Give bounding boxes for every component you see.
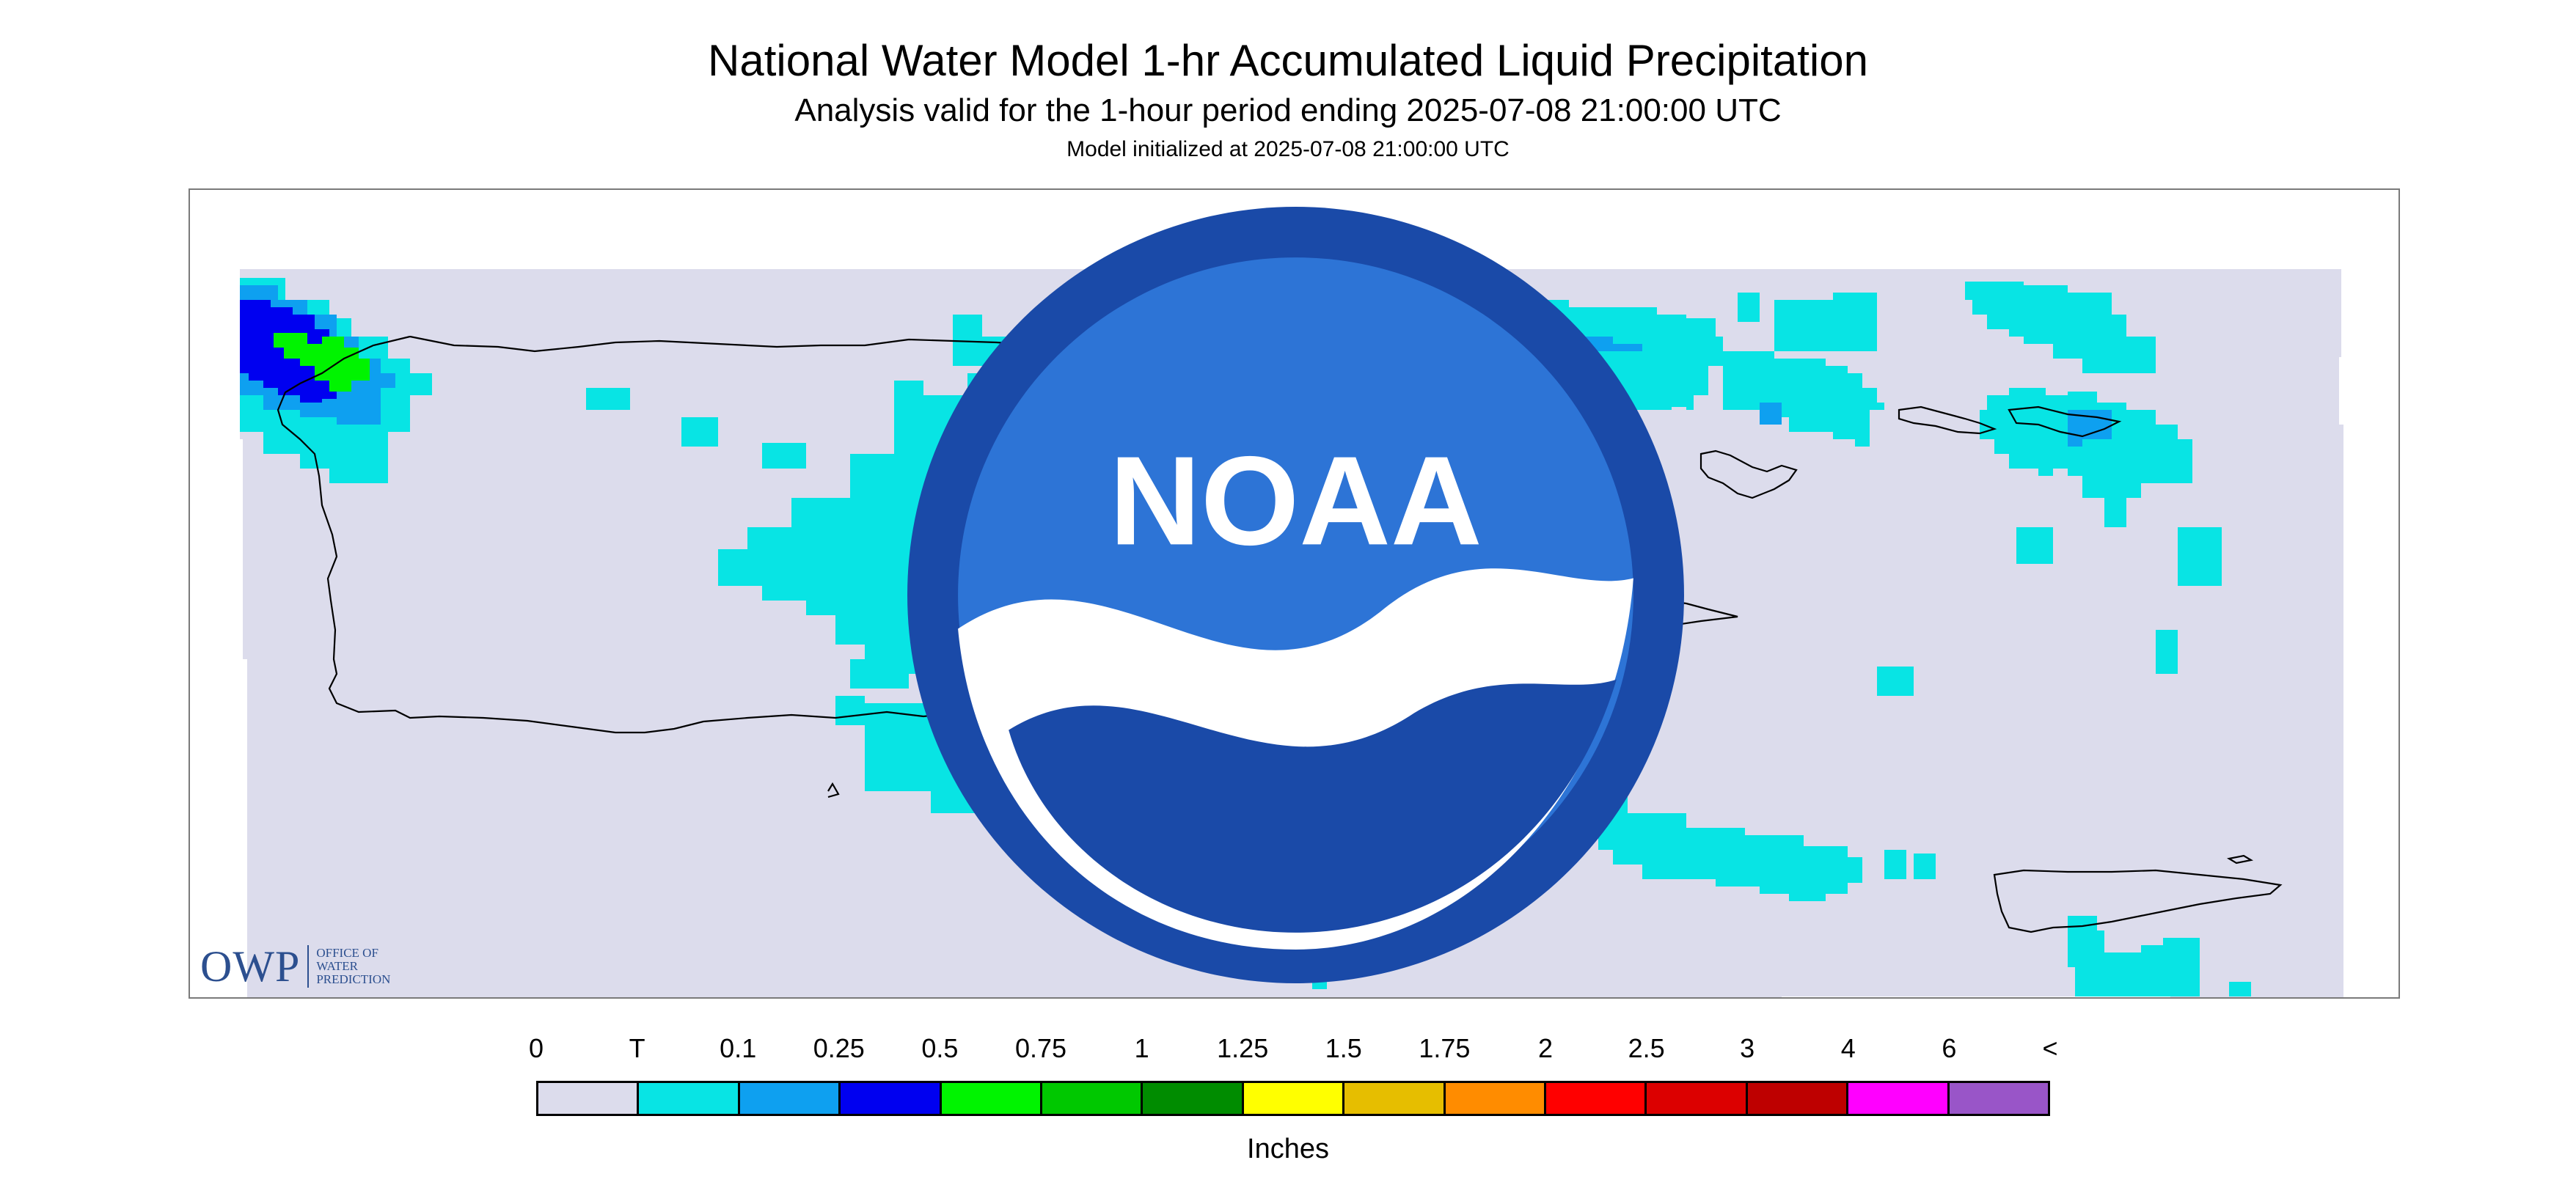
owp-logo-letters: OWP [200,942,301,991]
legend-tick-label: 1.5 [1325,1033,1362,1063]
legend-swatch [1042,1083,1144,1114]
legend-tick-label: 4 [1840,1033,1856,1063]
legend-labels: 0 T 0.1 0.25 0.5 0.75 1 1.25 1.5 1.75 2 2.5 3 4 6 < [0,1032,2576,1069]
owp-logo-line-2: WATER [316,959,359,973]
legend-tick-label: T [629,1033,645,1063]
legend-tick-label: 0.5 [921,1033,959,1063]
legend-swatch [1949,1083,2049,1114]
map-title: National Water Model 1-hr Accumulated Li… [708,36,1868,85]
legend-swatch [841,1083,942,1114]
legend-swatch [1445,1083,1547,1114]
legend-swatch [1647,1083,1748,1114]
legend-tick-label: 0.25 [813,1033,865,1063]
noaa-logo-text: NOAA [1109,430,1482,571]
map-panel: OWP OFFICE OF WATER PREDICTION NOAA [189,188,2400,999]
legend-tick-label: 1.25 [1217,1033,1269,1063]
legend-tick-label: 2.5 [1628,1033,1665,1063]
legend-colorbar [536,1081,2050,1116]
legend-swatch [1344,1083,1446,1114]
legend-tick-label: 2 [1537,1033,1554,1063]
legend-swatch [941,1083,1043,1114]
legend-tick-label: 1.75 [1419,1033,1471,1063]
legend-swatch [1848,1083,1950,1114]
legend-swatch [538,1083,640,1114]
legend-tick-label: 3 [1740,1033,1755,1063]
legend-tick-label: 0 [528,1033,544,1063]
legend-tick-label: < [2042,1033,2058,1063]
owp-logo-text: OFFICE OF WATER PREDICTION [316,947,390,986]
noaa-logo: NOAA [907,207,1684,983]
legend-units: Inches [1247,1134,1329,1164]
legend-tick-label: 0.75 [1014,1033,1067,1063]
legend-swatch [1747,1083,1849,1114]
owp-logo: OWP OFFICE OF WATER PREDICTION [200,943,390,990]
legend-swatch [1143,1083,1244,1114]
map-subtitle: Analysis valid for the 1-hour period end… [794,92,1782,128]
legend-tick-label: 0.1 [720,1033,757,1063]
legend-tick-label: 1 [1134,1033,1149,1063]
owp-logo-line-1: OFFICE OF [316,946,378,960]
legend-swatch [1243,1083,1345,1114]
owp-logo-divider [307,945,310,988]
legend-tick-label: 6 [1942,1033,1957,1063]
legend-swatch [739,1083,841,1114]
legend-swatch [639,1083,740,1114]
model-init-text: Model initialized at 2025-07-08 21:00:00… [1066,137,1510,161]
owp-logo-line-3: PREDICTION [316,972,391,986]
legend-swatch [1546,1083,1647,1114]
